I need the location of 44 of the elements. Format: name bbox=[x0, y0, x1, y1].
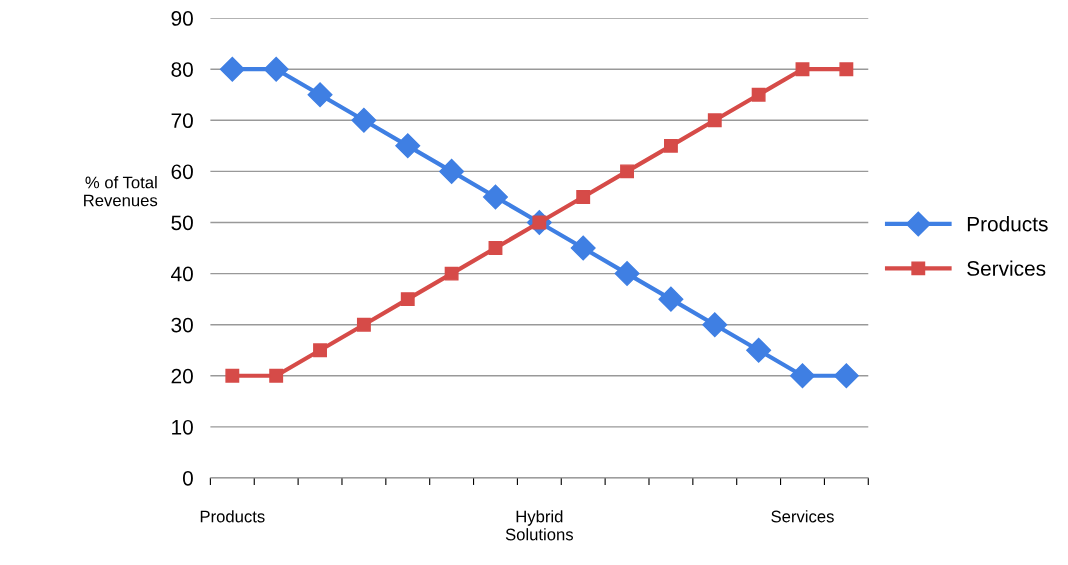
point bbox=[356, 317, 371, 332]
point bbox=[839, 62, 854, 77]
y-axis-title: % of Total Revenues bbox=[84, 176, 158, 207]
point bbox=[483, 184, 508, 210]
y-tick-label: 50 bbox=[171, 215, 193, 231]
y-tick-label: 80 bbox=[171, 62, 193, 77]
point bbox=[620, 164, 635, 179]
point bbox=[790, 363, 815, 389]
point bbox=[614, 261, 640, 287]
y-tick-label: 20 bbox=[171, 368, 193, 384]
point bbox=[488, 241, 503, 255]
point bbox=[439, 158, 465, 184]
point bbox=[269, 368, 284, 383]
point bbox=[707, 113, 722, 128]
point bbox=[751, 87, 766, 102]
point bbox=[307, 82, 333, 108]
point bbox=[395, 133, 421, 159]
point bbox=[219, 56, 245, 82]
y-tick-label: 30 bbox=[171, 317, 193, 333]
legend-label: Products bbox=[967, 216, 1048, 232]
point bbox=[833, 363, 859, 389]
x-tick-label: Hybrid Solutions bbox=[505, 510, 574, 541]
y-tick-label: 10 bbox=[172, 419, 193, 435]
point bbox=[444, 266, 459, 281]
point bbox=[313, 343, 327, 358]
point bbox=[351, 107, 377, 133]
point bbox=[702, 312, 728, 338]
point bbox=[400, 292, 415, 307]
point bbox=[225, 368, 240, 383]
point bbox=[576, 189, 591, 204]
point bbox=[795, 62, 810, 77]
point bbox=[663, 138, 678, 153]
point bbox=[658, 286, 684, 312]
point bbox=[570, 235, 596, 261]
legend-label: Services bbox=[967, 260, 1046, 276]
x-tick-label: Products bbox=[200, 510, 265, 523]
y-tick-label: 70 bbox=[171, 113, 193, 129]
x-tick-label: Services bbox=[771, 510, 834, 523]
point bbox=[746, 337, 772, 363]
y-tick-label: 0 bbox=[182, 470, 193, 486]
point bbox=[263, 56, 289, 82]
y-tick-label: 90 bbox=[171, 11, 193, 26]
y-tick-label: 40 bbox=[171, 266, 193, 282]
y-tick-label: 60 bbox=[171, 164, 193, 180]
